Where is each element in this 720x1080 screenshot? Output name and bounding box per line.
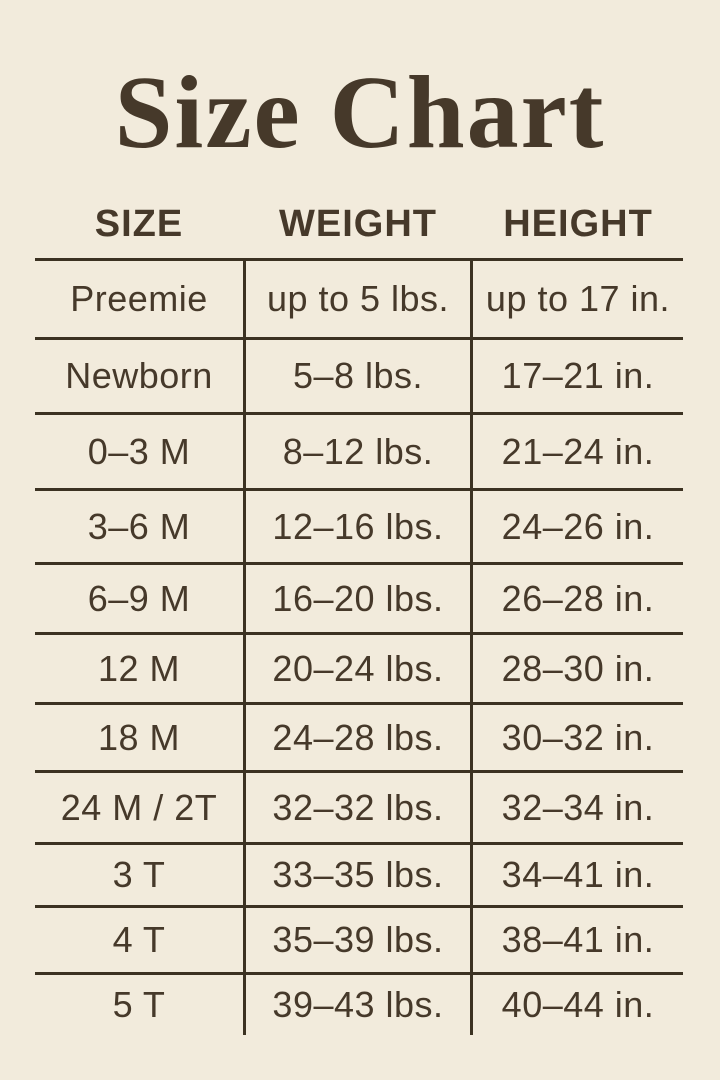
- height-cell: 21–24 in.: [473, 412, 683, 488]
- weight-cell: 39–43 lbs.: [243, 972, 473, 1035]
- weight-cell: 8–12 lbs.: [243, 412, 473, 488]
- size-cell: 6–9 M: [35, 562, 243, 632]
- height-cell: 32–34 in.: [473, 770, 683, 842]
- size-cell: 5 T: [35, 972, 243, 1035]
- size-cell: Preemie: [35, 258, 243, 337]
- weight-cell: 32–32 lbs.: [243, 770, 473, 842]
- height-cell: 30–32 in.: [473, 702, 683, 770]
- height-cell: 40–44 in.: [473, 972, 683, 1035]
- size-cell: 0–3 M: [35, 412, 243, 488]
- size-cell: 3 T: [35, 842, 243, 905]
- header-size: SIZE: [94, 202, 184, 245]
- height-cell: 26–28 in.: [473, 562, 683, 632]
- height-cell: 17–21 in.: [473, 337, 683, 412]
- weight-cell: 12–16 lbs.: [243, 488, 473, 562]
- size-chart-table: SIZE WEIGHT HEIGHT Preemie up to 5 lbs. …: [35, 190, 683, 1035]
- title-area: Size Chart: [0, 0, 720, 185]
- height-cell: up to 17 in.: [473, 258, 683, 337]
- height-cell: 28–30 in.: [473, 632, 683, 702]
- size-cell: 4 T: [35, 905, 243, 972]
- weight-cell: up to 5 lbs.: [243, 258, 473, 337]
- header-height: HEIGHT: [503, 202, 653, 245]
- size-cell: Newborn: [35, 337, 243, 412]
- height-cell: 34–41 in.: [473, 842, 683, 905]
- weight-cell: 33–35 lbs.: [243, 842, 473, 905]
- size-cell: 3–6 M: [35, 488, 243, 562]
- header-weight: WEIGHT: [279, 202, 437, 245]
- height-cell: 38–41 in.: [473, 905, 683, 972]
- size-cell: 12 M: [35, 632, 243, 702]
- size-cell: 24 M / 2T: [35, 770, 243, 842]
- weight-cell: 24–28 lbs.: [243, 702, 473, 770]
- weight-cell: 5–8 lbs.: [243, 337, 473, 412]
- weight-cell: 35–39 lbs.: [243, 905, 473, 972]
- height-cell: 24–26 in.: [473, 488, 683, 562]
- size-cell: 18 M: [35, 702, 243, 770]
- weight-cell: 16–20 lbs.: [243, 562, 473, 632]
- weight-cell: 20–24 lbs.: [243, 632, 473, 702]
- page-title: Size Chart: [114, 55, 606, 170]
